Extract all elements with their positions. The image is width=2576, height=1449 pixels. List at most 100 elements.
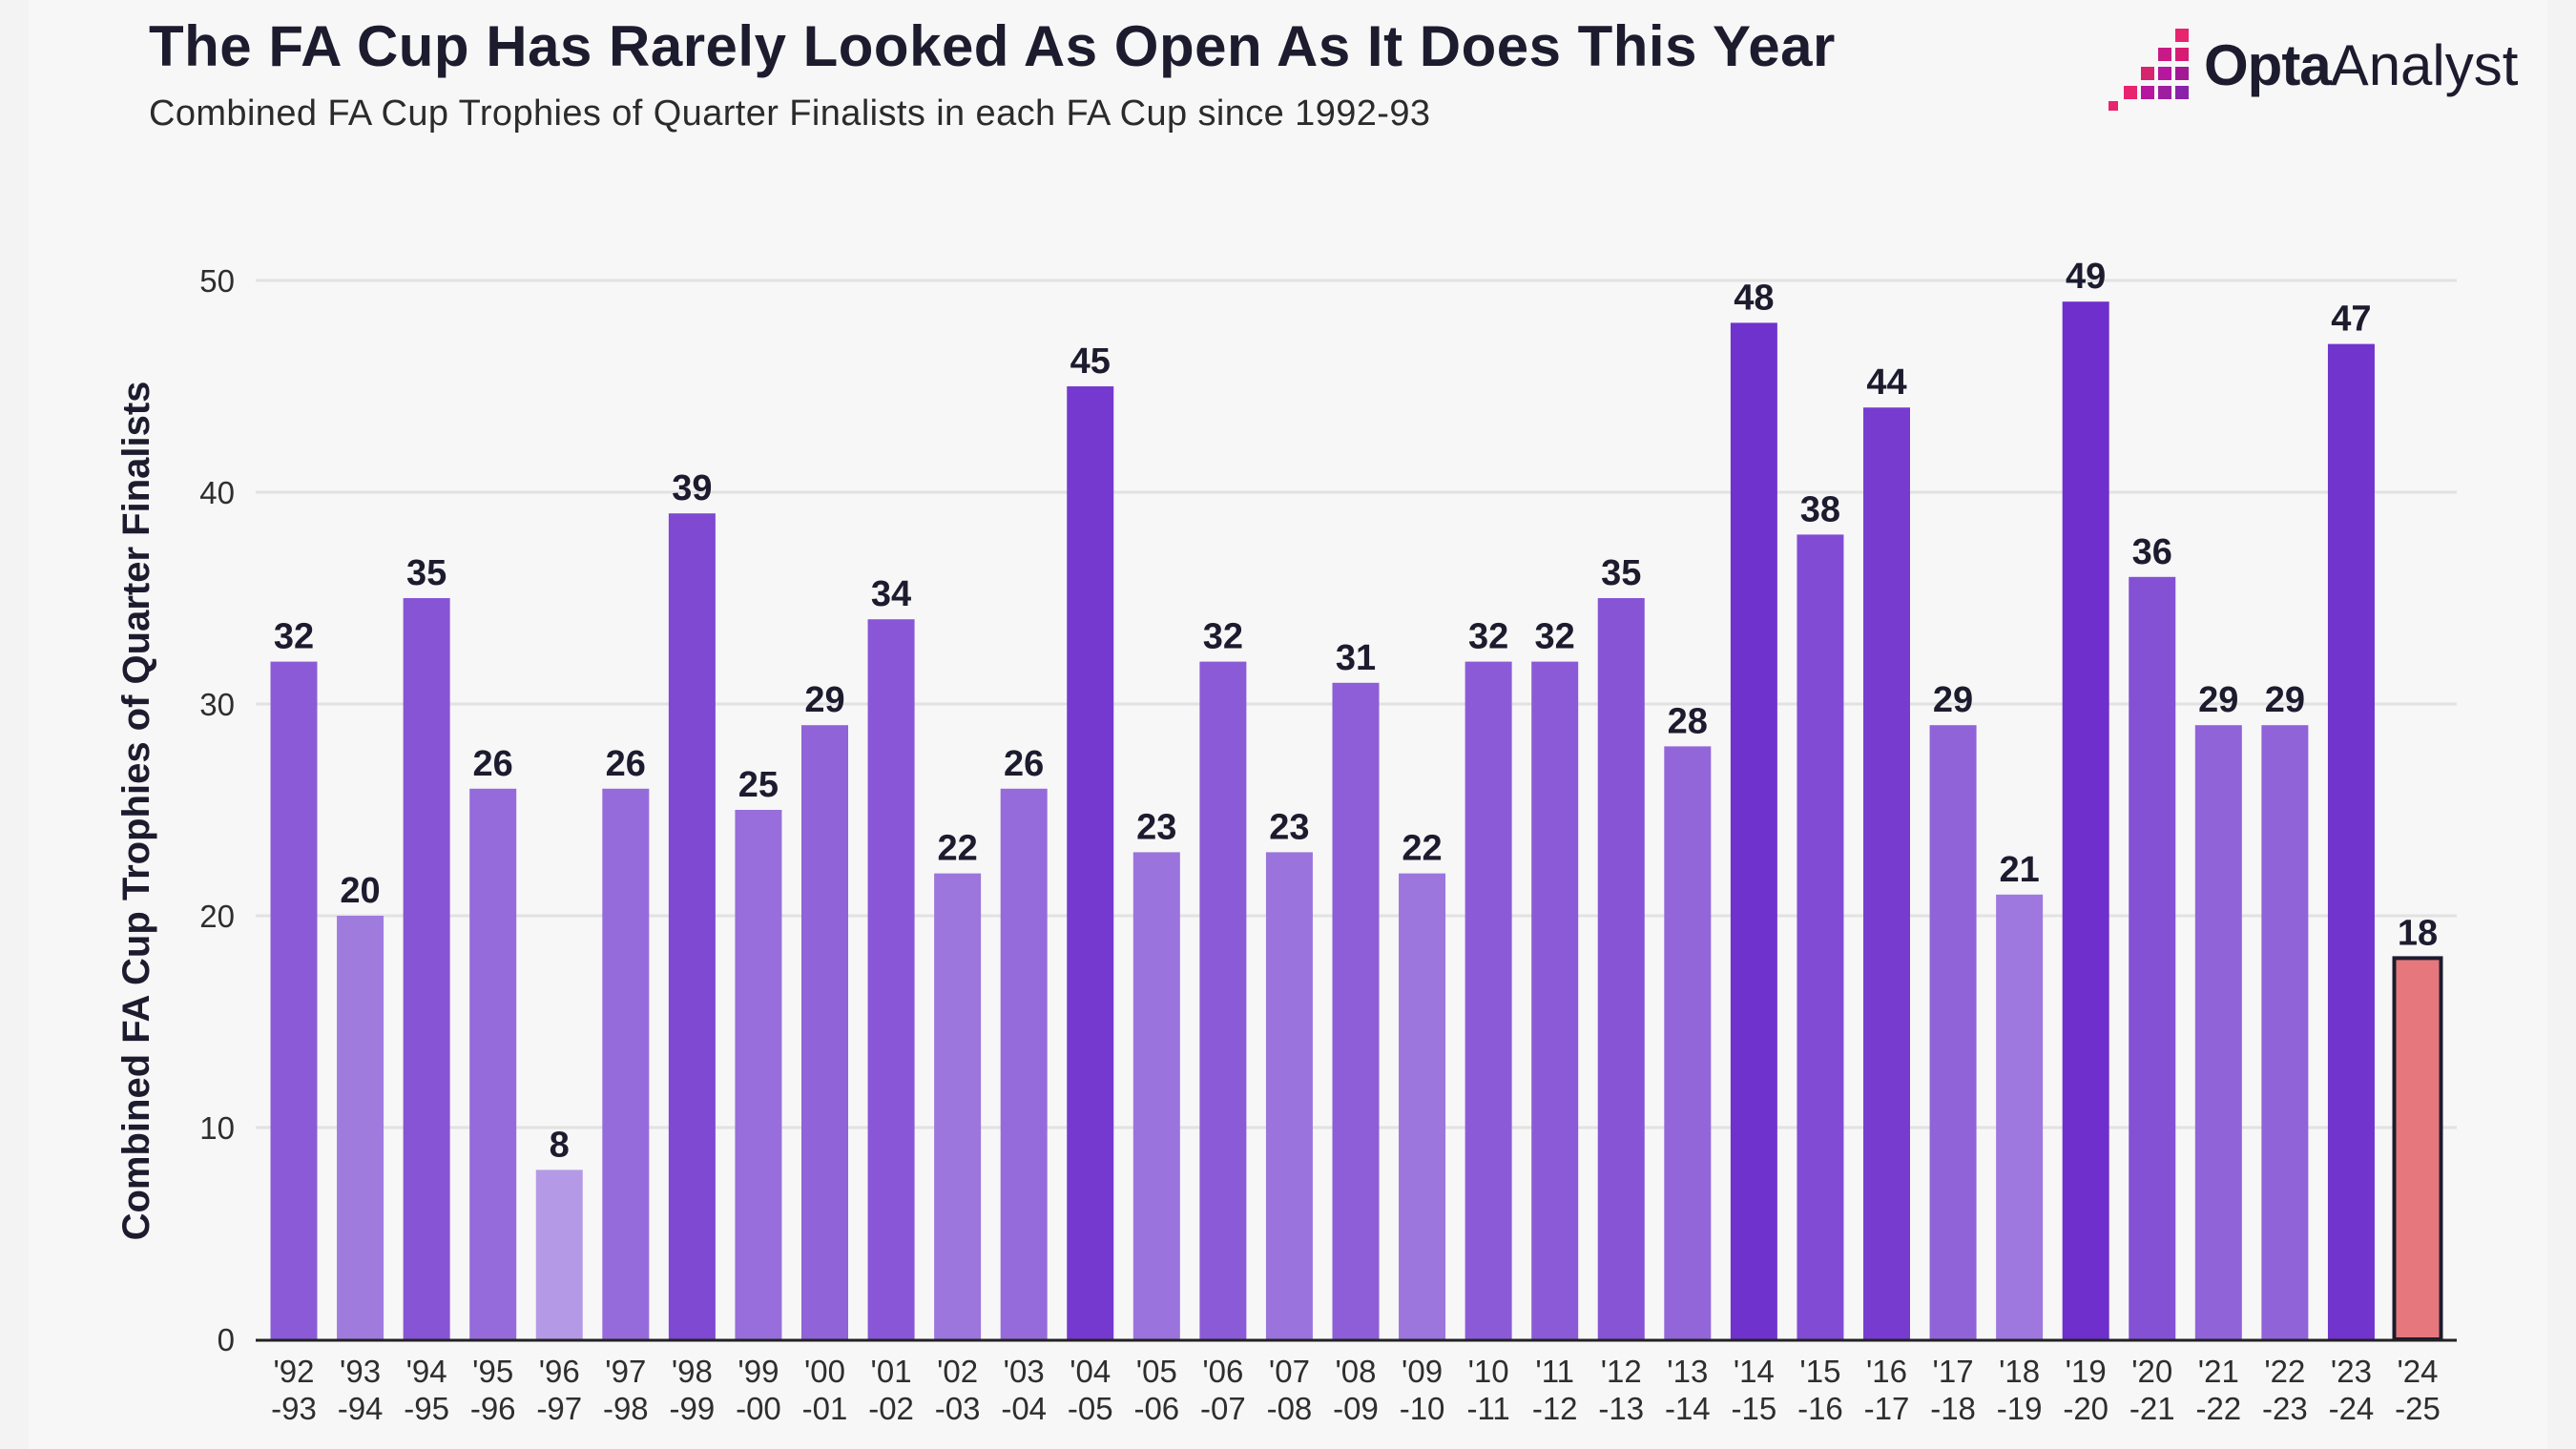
data-label: 23 (1136, 807, 1176, 847)
x-tick-label-start: '92 (273, 1354, 314, 1389)
bar (867, 619, 915, 1339)
x-tick-label-end: -02 (868, 1391, 914, 1426)
bar (735, 810, 782, 1339)
data-label: 49 (2066, 257, 2106, 297)
bar (801, 725, 848, 1339)
bar (2261, 725, 2309, 1339)
bar (1531, 661, 1579, 1339)
data-label: 29 (2265, 680, 2305, 720)
logo-brand: Opta (2204, 33, 2332, 97)
bar (2194, 725, 2242, 1339)
x-tick-label-start: '07 (1269, 1354, 1310, 1389)
data-label: 32 (1468, 617, 1508, 657)
data-label: 22 (1402, 829, 1442, 869)
data-label: 8 (550, 1125, 570, 1165)
bar (1465, 661, 1512, 1339)
bar-highlight (2392, 956, 2443, 1342)
x-tick-label-end: -01 (802, 1391, 848, 1426)
bars (270, 301, 2443, 1342)
x-tick-label-end: -10 (1400, 1391, 1445, 1426)
data-label: 35 (1601, 553, 1641, 593)
data-label: 21 (1999, 850, 2039, 890)
data-label: 48 (1734, 278, 1774, 318)
bar (1399, 873, 1446, 1339)
x-tick-label-start: '10 (1468, 1354, 1509, 1389)
x-tick-label-start: '95 (472, 1354, 513, 1389)
bar (668, 513, 716, 1339)
data-label: 39 (672, 468, 712, 508)
x-tick-label-end: -12 (1532, 1391, 1578, 1426)
x-tick-label-end: -25 (2395, 1391, 2441, 1426)
data-label: 29 (1933, 680, 1973, 720)
x-tick-label-end: -05 (1068, 1391, 1113, 1426)
x-axis-ticks: '92-93'93-94'94-95'95-96'96-97'97-98'98-… (271, 1354, 2441, 1426)
x-tick-label-start: '11 (1535, 1354, 1574, 1389)
x-tick-label-start: '08 (1335, 1354, 1376, 1389)
bar (934, 873, 982, 1339)
data-label: 18 (2398, 913, 2438, 953)
x-tick-label-end: -94 (338, 1391, 384, 1426)
data-label: 36 (2132, 532, 2172, 572)
x-tick-label-end: -22 (2195, 1391, 2241, 1426)
bar (1067, 386, 1114, 1339)
x-tick-label-start: '98 (672, 1354, 713, 1389)
x-tick-label-end: -07 (1200, 1391, 1246, 1426)
x-tick-label-end: -13 (1598, 1391, 1644, 1426)
y-tick-label: 50 (199, 263, 235, 299)
x-tick-label-end: -16 (1797, 1391, 1843, 1426)
bar (1132, 852, 1180, 1339)
bar (2129, 576, 2176, 1339)
data-label: 25 (738, 765, 779, 805)
x-tick-label-end: -18 (1930, 1391, 1976, 1426)
bar (1863, 407, 1910, 1339)
x-tick-label-start: '09 (1402, 1354, 1443, 1389)
x-tick-label-start: '20 (2131, 1354, 2172, 1389)
x-tick-label-start: '00 (804, 1354, 845, 1389)
x-tick-label-start: '02 (937, 1354, 978, 1389)
x-tick-label-start: '13 (1667, 1354, 1708, 1389)
data-label: 34 (871, 574, 911, 614)
x-tick-label-end: -08 (1267, 1391, 1313, 1426)
data-label: 20 (340, 871, 380, 911)
x-tick-label-end: -04 (1001, 1391, 1047, 1426)
bar (602, 788, 650, 1339)
data-label: 23 (1269, 807, 1309, 847)
bar (1996, 894, 2044, 1339)
x-tick-label-end: -95 (404, 1391, 449, 1426)
x-tick-label-end: -24 (2329, 1391, 2375, 1426)
x-tick-label-end: -93 (271, 1391, 317, 1426)
y-tick-label: 30 (199, 687, 235, 722)
x-tick-label-end: -20 (2063, 1391, 2109, 1426)
bar (1199, 661, 1247, 1339)
x-tick-label-start: '01 (871, 1354, 912, 1389)
data-label: 32 (274, 617, 314, 657)
y-tick-label: 0 (218, 1322, 235, 1357)
data-labels: 32 20 35 26 8 26 39 25 29 34 22 26 45 23 32 23 31 22 32 32 3… (274, 257, 2438, 1165)
x-tick-label-start: '14 (1734, 1354, 1775, 1389)
opta-logo-icon (2109, 29, 2189, 111)
bar (1597, 598, 1645, 1339)
data-label: 38 (1800, 489, 1840, 529)
x-tick-label-start: '18 (1999, 1354, 2040, 1389)
data-label: 35 (406, 553, 447, 593)
bar (270, 661, 318, 1339)
x-tick-label-end: -14 (1665, 1391, 1711, 1426)
data-label: 47 (2331, 300, 2371, 340)
x-tick-label-start: '12 (1601, 1354, 1642, 1389)
x-tick-label-end: -09 (1333, 1391, 1379, 1426)
data-label: 26 (473, 744, 513, 784)
x-tick-label-end: -21 (2129, 1391, 2175, 1426)
y-axis-ticks: 0 10 20 30 40 50 (199, 263, 235, 1357)
bar (1265, 852, 1313, 1339)
x-tick-label-end: -97 (536, 1391, 582, 1426)
x-tick-label-end: -98 (603, 1391, 649, 1426)
x-tick-label-start: '94 (406, 1354, 447, 1389)
x-tick-label-end: -23 (2262, 1391, 2308, 1426)
data-label: 26 (606, 744, 646, 784)
x-tick-label-end: -06 (1133, 1391, 1179, 1426)
bar (337, 916, 384, 1339)
x-tick-label-start: '21 (2198, 1354, 2239, 1389)
logo-product: Analyst (2330, 33, 2519, 97)
data-label: 29 (2198, 680, 2238, 720)
x-tick-label-start: '24 (2397, 1354, 2438, 1389)
